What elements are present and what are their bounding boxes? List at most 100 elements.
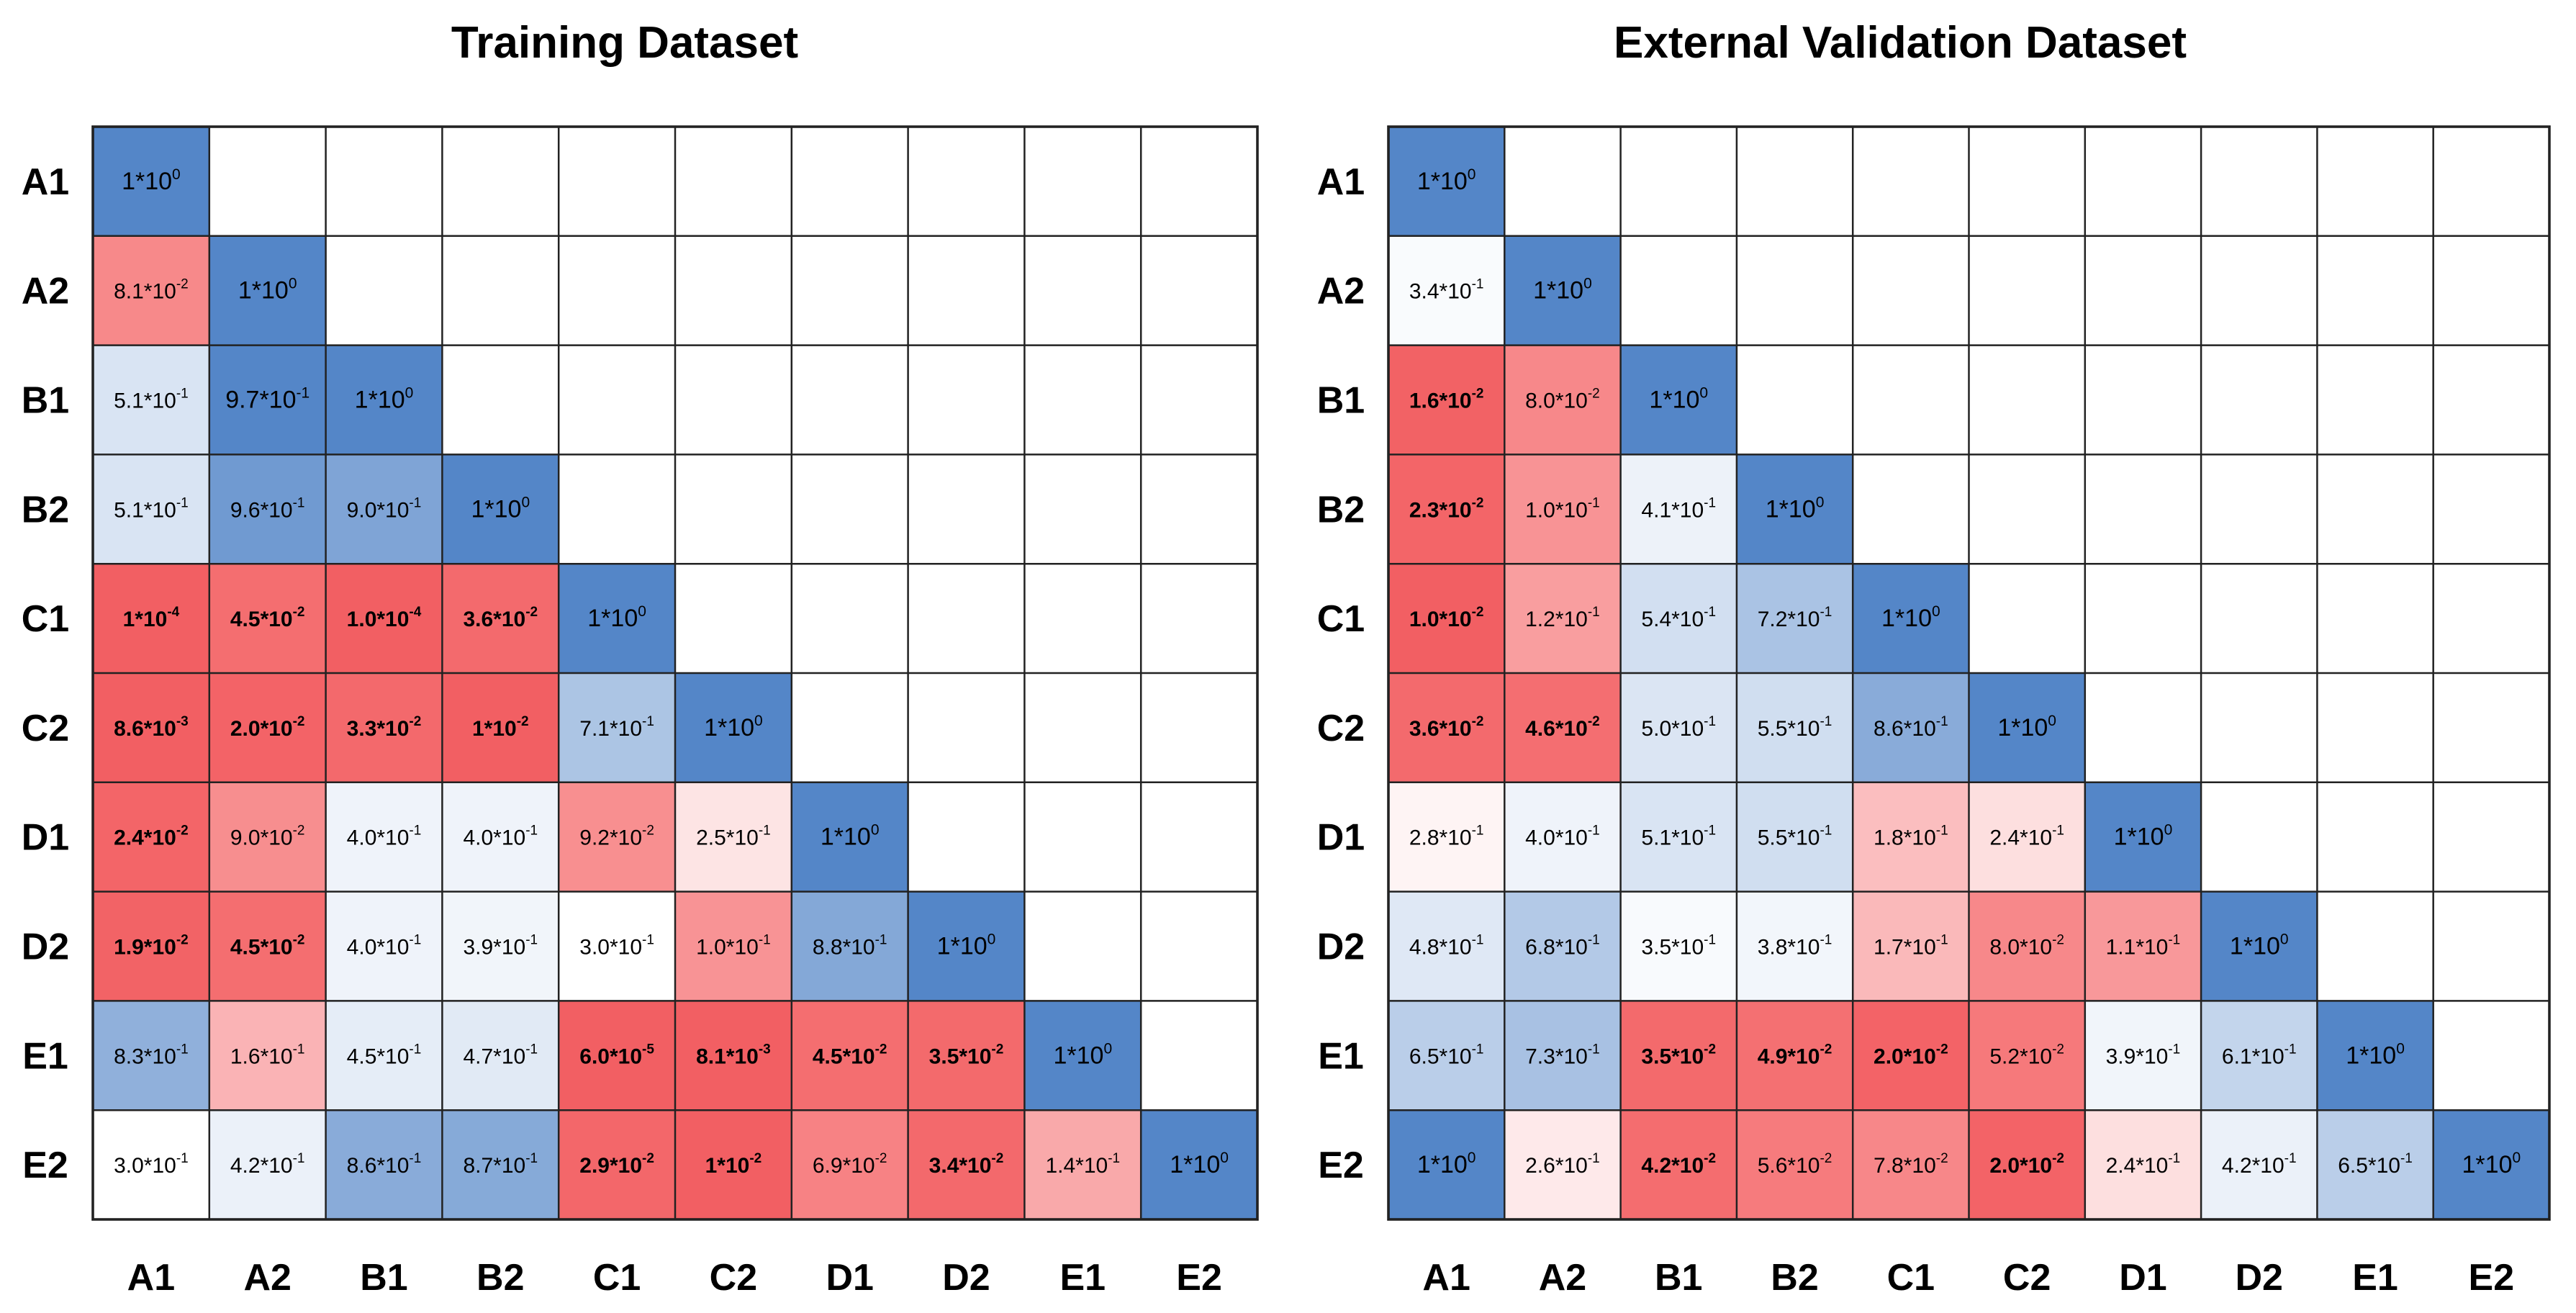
heatmap-panel-1: Training Dataset 1*100 8.1*10-2 1*100 5.1*10… bbox=[22, 18, 1259, 1299]
heatmap-cell bbox=[1024, 1001, 1142, 1111]
cell-label: 1.8*10-1 bbox=[1874, 824, 1948, 850]
column-label: A1 bbox=[1422, 1257, 1470, 1299]
row-label: D2 bbox=[1317, 926, 1365, 968]
cell-label: 9.7*10-1 bbox=[225, 385, 309, 414]
heatmap-cell bbox=[1504, 235, 1621, 346]
column-label: E1 bbox=[2352, 1257, 2398, 1299]
heatmap-cell bbox=[1388, 1001, 1505, 1111]
cell-label: 5.2*10-2 bbox=[1989, 1042, 2064, 1068]
cell-label: 7.8*10-2 bbox=[1874, 1151, 1948, 1178]
heatmap-cell bbox=[325, 1110, 443, 1219]
heatmap-cell bbox=[1504, 782, 1621, 892]
heatmap-cell bbox=[1853, 673, 1969, 782]
heatmap-cell bbox=[209, 235, 326, 346]
heatmap-cell bbox=[1388, 235, 1505, 346]
heatmap-cell bbox=[442, 564, 559, 673]
heatmap-cell bbox=[1969, 891, 2085, 1001]
cell-label: 3.4*10-1 bbox=[1409, 277, 1484, 304]
heatmap-cell bbox=[1620, 345, 1737, 455]
row-label: C1 bbox=[1317, 598, 1365, 640]
heatmap-cell bbox=[325, 673, 443, 782]
column-label: B2 bbox=[476, 1257, 524, 1299]
cell-label: 1*100 bbox=[587, 603, 646, 632]
cell-label: 4.2*10-1 bbox=[230, 1151, 305, 1178]
heatmap-cell bbox=[1504, 345, 1621, 455]
heatmap-cell bbox=[675, 782, 792, 892]
row-label: B2 bbox=[22, 489, 69, 531]
cell-label: 1*100 bbox=[1053, 1040, 1112, 1069]
heatmap-cell bbox=[1620, 891, 1737, 1001]
cell-label: 3.8*10-1 bbox=[1758, 933, 1832, 960]
heatmap-cell bbox=[1620, 564, 1737, 673]
cell-label: 2.4*10-1 bbox=[1989, 824, 2064, 850]
heatmap-cell bbox=[325, 564, 443, 673]
heatmap-cell bbox=[1620, 1110, 1737, 1219]
cell-label: 4.7*10-1 bbox=[463, 1042, 538, 1068]
row-label: A1 bbox=[1317, 161, 1365, 203]
cell-label: 1.2*10-1 bbox=[1525, 605, 1600, 631]
cell-label: 4.8*10-1 bbox=[1409, 933, 1484, 960]
row-label: E2 bbox=[1318, 1145, 1364, 1186]
heatmap-cell bbox=[1736, 1110, 1853, 1219]
heatmap-cell bbox=[209, 454, 326, 564]
row-label: E2 bbox=[22, 1145, 68, 1186]
row-label: A1 bbox=[22, 161, 69, 203]
column-label: C1 bbox=[1887, 1257, 1935, 1299]
cell-label: 8.6*10-1 bbox=[1874, 714, 1948, 741]
heatmap-cell bbox=[2201, 1110, 2318, 1219]
cell-label: 1*100 bbox=[2346, 1040, 2405, 1069]
heatmap-cell bbox=[1736, 673, 1853, 782]
heatmap-cell bbox=[2201, 1001, 2318, 1111]
cell-label: 4.2*10-2 bbox=[1641, 1151, 1716, 1178]
heatmap-cell bbox=[1388, 782, 1505, 892]
heatmap-cell bbox=[1853, 1110, 1969, 1219]
heatmap-cell bbox=[1853, 782, 1969, 892]
column-label: A2 bbox=[1539, 1257, 1586, 1299]
heatmap-cell bbox=[1969, 782, 2085, 892]
heatmap-cell bbox=[791, 1001, 908, 1111]
grid bbox=[1387, 125, 2551, 1221]
cell-label: 5.5*10-1 bbox=[1758, 714, 1832, 741]
heatmap-cell bbox=[1388, 127, 1505, 236]
heatmap-cell bbox=[559, 782, 675, 892]
row-label: B2 bbox=[1317, 489, 1365, 531]
heatmap-cell bbox=[791, 782, 908, 892]
heatmap-cell bbox=[1388, 1110, 1505, 1219]
cell-label: 6.5*10-1 bbox=[1409, 1042, 1484, 1068]
cell-label: 4.0*10-1 bbox=[347, 824, 422, 850]
heatmap-cell bbox=[1969, 1001, 2085, 1111]
cell-label: 8.0*10-2 bbox=[1989, 933, 2064, 960]
heatmap-cell bbox=[559, 1110, 675, 1219]
cell-label: 1.0*10-2 bbox=[1409, 605, 1484, 631]
heatmap-cell bbox=[1853, 564, 1969, 673]
cell-label: 5.1*10-1 bbox=[114, 387, 189, 413]
heatmap-cell bbox=[559, 1001, 675, 1111]
cell-label: 1.1*10-1 bbox=[2106, 933, 2181, 960]
cell-label: 1*100 bbox=[238, 276, 297, 304]
cell-label: 1*100 bbox=[1766, 494, 1825, 523]
chart-title: Training Dataset bbox=[451, 18, 798, 68]
heatmap-cell bbox=[209, 891, 326, 1001]
heatmap-cell bbox=[1504, 454, 1621, 564]
heatmap-cell bbox=[675, 673, 792, 782]
heatmap-cell bbox=[1736, 782, 1853, 892]
column-label: B1 bbox=[1655, 1257, 1702, 1299]
heatmap-cell bbox=[559, 564, 675, 673]
cell-label: 3.5*10-2 bbox=[929, 1042, 1004, 1068]
column-label: E2 bbox=[2469, 1257, 2515, 1299]
cell-label: 6.9*10-2 bbox=[813, 1151, 887, 1178]
heatmap-cell bbox=[675, 1001, 792, 1111]
heatmap-cell bbox=[1620, 673, 1737, 782]
cell-label: 9.6*10-1 bbox=[230, 495, 305, 522]
heatmap-cell bbox=[2084, 891, 2202, 1001]
cell-label: 3.5*10-1 bbox=[1641, 933, 1716, 960]
heatmap-cell bbox=[1736, 891, 1853, 1001]
cell-label: 8.1*10-2 bbox=[114, 277, 189, 304]
heatmap-cell bbox=[93, 673, 209, 782]
heatmap-cell bbox=[2084, 1001, 2202, 1111]
row-label: E1 bbox=[1318, 1035, 1364, 1077]
cell-label: 2.9*10-2 bbox=[579, 1151, 654, 1178]
column-label: B2 bbox=[1771, 1257, 1818, 1299]
cell-label: 1*100 bbox=[1417, 1150, 1476, 1178]
